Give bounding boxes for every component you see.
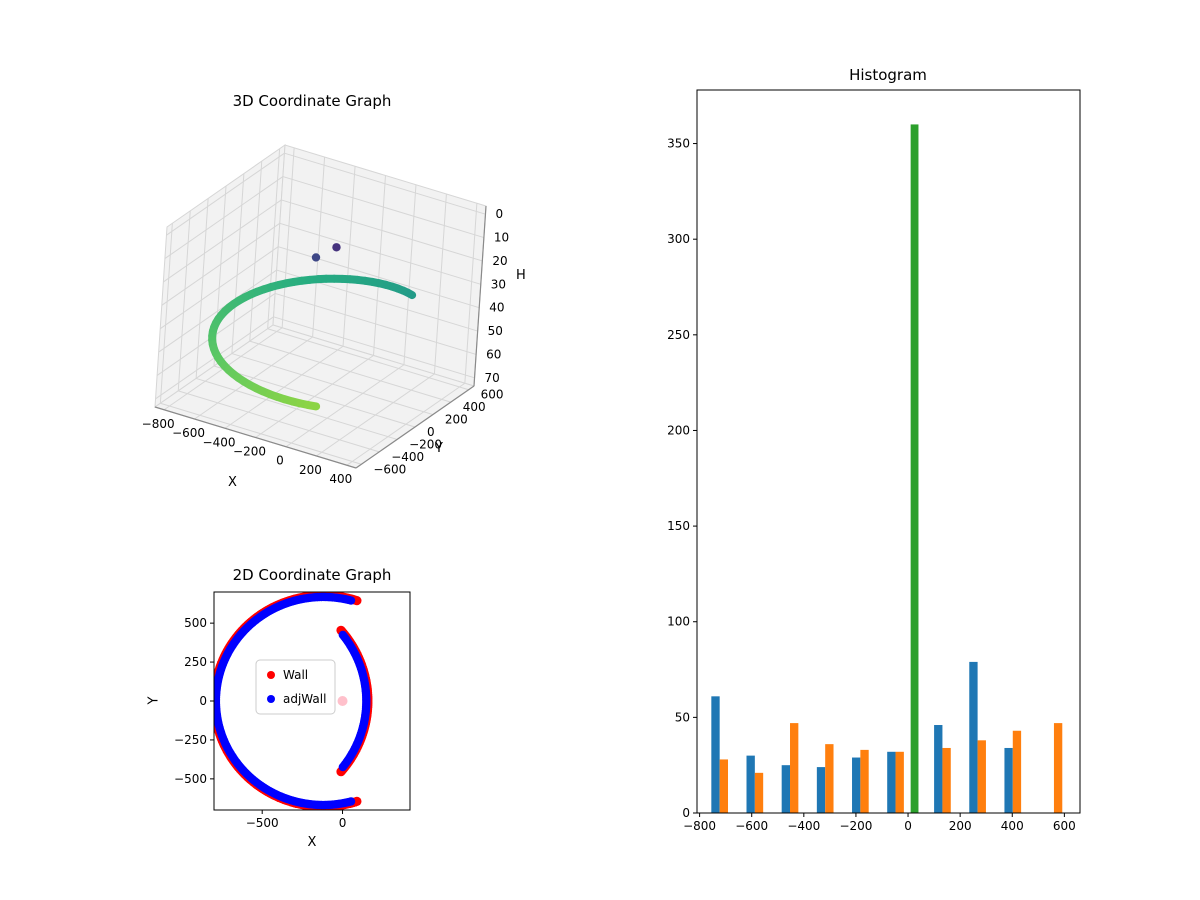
- 3d-plot: [153, 143, 487, 469]
- svg-text:200: 200: [949, 819, 972, 833]
- 3d-tick-labels: −800−600−400−2000200400−600−400−20002004…: [142, 207, 510, 486]
- svg-text:0: 0: [427, 425, 435, 439]
- svg-text:−200: −200: [839, 819, 872, 833]
- svg-text:20: 20: [492, 254, 507, 268]
- svg-text:70: 70: [485, 371, 500, 385]
- svg-text:−200: −200: [233, 445, 266, 459]
- 2d-xaxis-label: X: [307, 835, 317, 850]
- svg-text:0: 0: [904, 819, 912, 833]
- svg-text:−800: −800: [683, 819, 716, 833]
- histogram-title: Histogram: [849, 66, 927, 84]
- svg-text:250: 250: [667, 328, 690, 342]
- 2d-yaxis-label: Y: [146, 696, 162, 705]
- svg-text:200: 200: [445, 413, 468, 427]
- svg-text:350: 350: [667, 137, 690, 151]
- 2d-plot-title: 2D Coordinate Graph: [232, 566, 392, 584]
- svg-text:−600: −600: [373, 462, 406, 476]
- svg-text:40: 40: [489, 301, 504, 315]
- svg-text:−400: −400: [787, 819, 820, 833]
- svg-text:300: 300: [667, 232, 690, 246]
- svg-text:−400: −400: [391, 450, 424, 464]
- svg-text:400: 400: [463, 400, 486, 414]
- 2d-legend: Wall adjWall: [255, 659, 336, 715]
- 3d-haxis-label: H: [516, 268, 526, 283]
- 3d-outlier-dots: [311, 243, 341, 262]
- svg-text:200: 200: [299, 463, 322, 477]
- 2d-ticks: −500 0 500 250 0 −250 −500: [174, 616, 346, 830]
- svg-text:−200: −200: [409, 437, 442, 451]
- series-green: [910, 124, 919, 813]
- histogram-axes: −800 −600 −400 −200 0 200 400 600 0 50 100 150 200 25…: [667, 89, 1081, 833]
- 2d-scatter-points: [214, 592, 373, 810]
- svg-text:50: 50: [675, 710, 690, 724]
- 3d-plot-title: 3D Coordinate Graph: [232, 92, 392, 110]
- svg-text:250: 250: [184, 655, 207, 669]
- svg-text:50: 50: [488, 324, 503, 338]
- svg-text:600: 600: [481, 388, 504, 402]
- svg-text:−500: −500: [246, 816, 279, 830]
- 3d-xaxis-label: X: [228, 475, 237, 490]
- series-orange: [719, 723, 1063, 813]
- 3d-yaxis-label: Y: [435, 441, 443, 456]
- svg-text:Wall: Wall: [283, 668, 308, 682]
- svg-text:0: 0: [682, 806, 690, 820]
- svg-text:500: 500: [184, 616, 207, 630]
- svg-text:60: 60: [486, 347, 501, 361]
- svg-text:adjWall: adjWall: [283, 692, 326, 706]
- svg-text:0: 0: [339, 816, 347, 830]
- svg-text:100: 100: [667, 615, 690, 629]
- series-blue: [711, 661, 1013, 813]
- histogram-bars: [711, 124, 1063, 813]
- svg-text:0: 0: [199, 694, 207, 708]
- svg-text:600: 600: [1053, 819, 1076, 833]
- svg-text:200: 200: [667, 423, 690, 437]
- svg-text:30: 30: [491, 277, 506, 291]
- svg-text:10: 10: [494, 231, 509, 245]
- svg-text:150: 150: [667, 519, 690, 533]
- svg-text:−250: −250: [174, 733, 207, 747]
- svg-text:−500: −500: [174, 772, 207, 786]
- 2d-plot: [213, 591, 411, 811]
- svg-text:−600: −600: [172, 426, 205, 440]
- svg-text:−600: −600: [735, 819, 768, 833]
- svg-text:400: 400: [1001, 819, 1024, 833]
- 3d-wall-curve: [208, 274, 417, 411]
- svg-text:0: 0: [276, 454, 284, 468]
- svg-text:−800: −800: [142, 417, 175, 431]
- svg-text:0: 0: [495, 207, 503, 221]
- svg-text:−400: −400: [203, 435, 236, 449]
- svg-text:400: 400: [329, 472, 352, 486]
